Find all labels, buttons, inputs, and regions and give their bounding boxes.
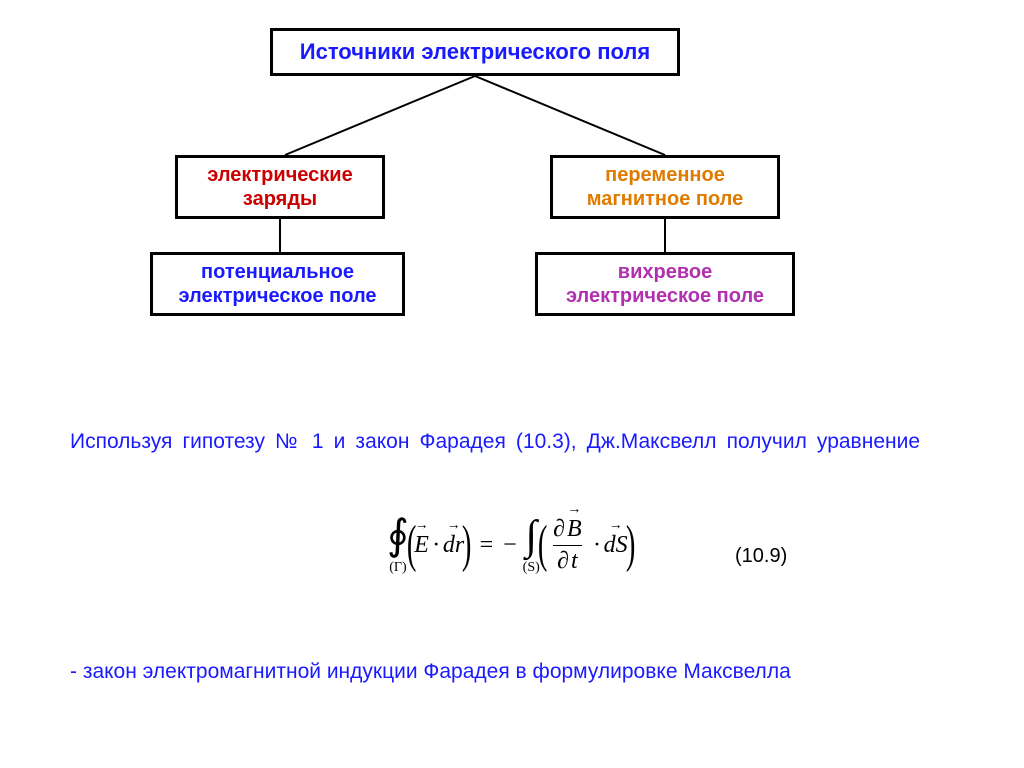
diagram-grandchild-left-text: потенциальное электрическое поле xyxy=(161,260,394,308)
lparen2-icon: ( xyxy=(538,519,548,571)
rparen-icon: ) xyxy=(462,519,472,571)
contour-integral-sub: (Γ) xyxy=(389,561,406,575)
dot-2: · xyxy=(594,532,600,559)
vector-ds: dS xyxy=(604,532,628,558)
diagram-grandchild-right-box: вихревое электрическое поле xyxy=(535,252,795,316)
vector-e: E xyxy=(414,532,429,558)
equation-faraday-maxwell: ∮ (Γ) ( →E · →dr ) = − ∫ (S) ( ∂→B ∂t · … xyxy=(300,500,720,590)
equals-sign: = xyxy=(480,532,494,559)
equation-label-text: (10.9) xyxy=(735,545,787,567)
diagram-child-left-text: электрические заряды xyxy=(186,163,374,211)
diagram-title-text: Источники электрического поля xyxy=(300,39,650,65)
diagram-title-box: Источники электрического поля xyxy=(270,28,680,76)
contour-integral-icon: ∮ (Γ) xyxy=(387,515,409,575)
paragraph-hypothesis-text: Используя гипотезу № 1 и закон Фарадея (… xyxy=(70,430,920,453)
diagram-child-left-box: электрические заряды xyxy=(175,155,385,219)
dot-1: · xyxy=(433,532,439,559)
paragraph-law-name-text: - закон электромагнитной индукции Фараде… xyxy=(70,660,791,683)
vector-b: B xyxy=(567,516,582,542)
diagram-grandchild-left-box: потенциальное электрическое поле xyxy=(150,252,405,316)
partial-bot: ∂ xyxy=(557,548,569,574)
partial-top: ∂ xyxy=(553,516,565,542)
paragraph-law-name: - закон электромагнитной индукции Фараде… xyxy=(70,660,920,684)
diagram-edges xyxy=(0,0,1024,768)
minus-sign: − xyxy=(503,532,517,559)
integrand-right: ∂→B ∂t · →dS xyxy=(545,516,628,575)
diagram-grandchild-right-text: вихревое электрическое поле xyxy=(546,260,784,308)
integrand-left: →E · →dr xyxy=(414,532,464,559)
var-t: t xyxy=(571,548,578,574)
diagram-child-right-box: переменное магнитное поле xyxy=(550,155,780,219)
equation-label: (10.9) xyxy=(735,545,787,568)
rparen2-icon: ) xyxy=(626,519,636,571)
paragraph-hypothesis: Используя гипотезу № 1 и закон Фарадея (… xyxy=(70,430,920,454)
diagram-child-right-text: переменное магнитное поле xyxy=(561,163,769,211)
